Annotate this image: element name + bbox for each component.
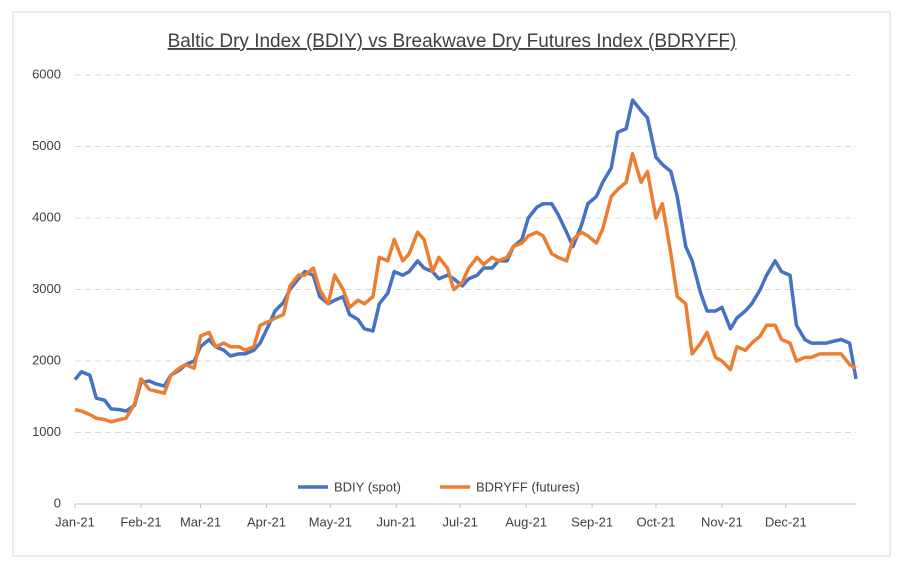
x-tick-label: May-21 <box>309 514 352 529</box>
y-tick-label: 4000 <box>32 209 61 224</box>
x-tick-label: Dec-21 <box>765 514 807 529</box>
x-tick-label: Nov-21 <box>701 514 743 529</box>
x-tick-label: Jan-21 <box>55 514 95 529</box>
x-tick-label: Sep-21 <box>571 514 613 529</box>
x-tick-label: Aug-21 <box>505 514 547 529</box>
y-tick-label: 0 <box>54 495 61 510</box>
y-tick-label: 2000 <box>32 352 61 367</box>
x-tick-label: Oct-21 <box>636 514 675 529</box>
x-tick-label: Apr-21 <box>247 514 286 529</box>
x-tick-label: Mar-21 <box>180 514 221 529</box>
x-tick-label: Jul-21 <box>442 514 477 529</box>
y-tick-label: 6000 <box>32 66 61 81</box>
legend-label: BDRYFF (futures) <box>476 479 580 494</box>
series-line <box>74 151 857 424</box>
x-tick-label: Jun-21 <box>376 514 416 529</box>
legend-label: BDIY (spot) <box>334 479 401 494</box>
y-tick-label: 1000 <box>32 424 61 439</box>
x-tick-label: Feb-21 <box>120 514 161 529</box>
chart-title: Baltic Dry Index (BDIY) vs Breakwave Dry… <box>168 31 737 52</box>
series-line <box>73 98 858 413</box>
y-tick-label: 3000 <box>32 281 61 296</box>
y-tick-label: 5000 <box>32 138 61 153</box>
